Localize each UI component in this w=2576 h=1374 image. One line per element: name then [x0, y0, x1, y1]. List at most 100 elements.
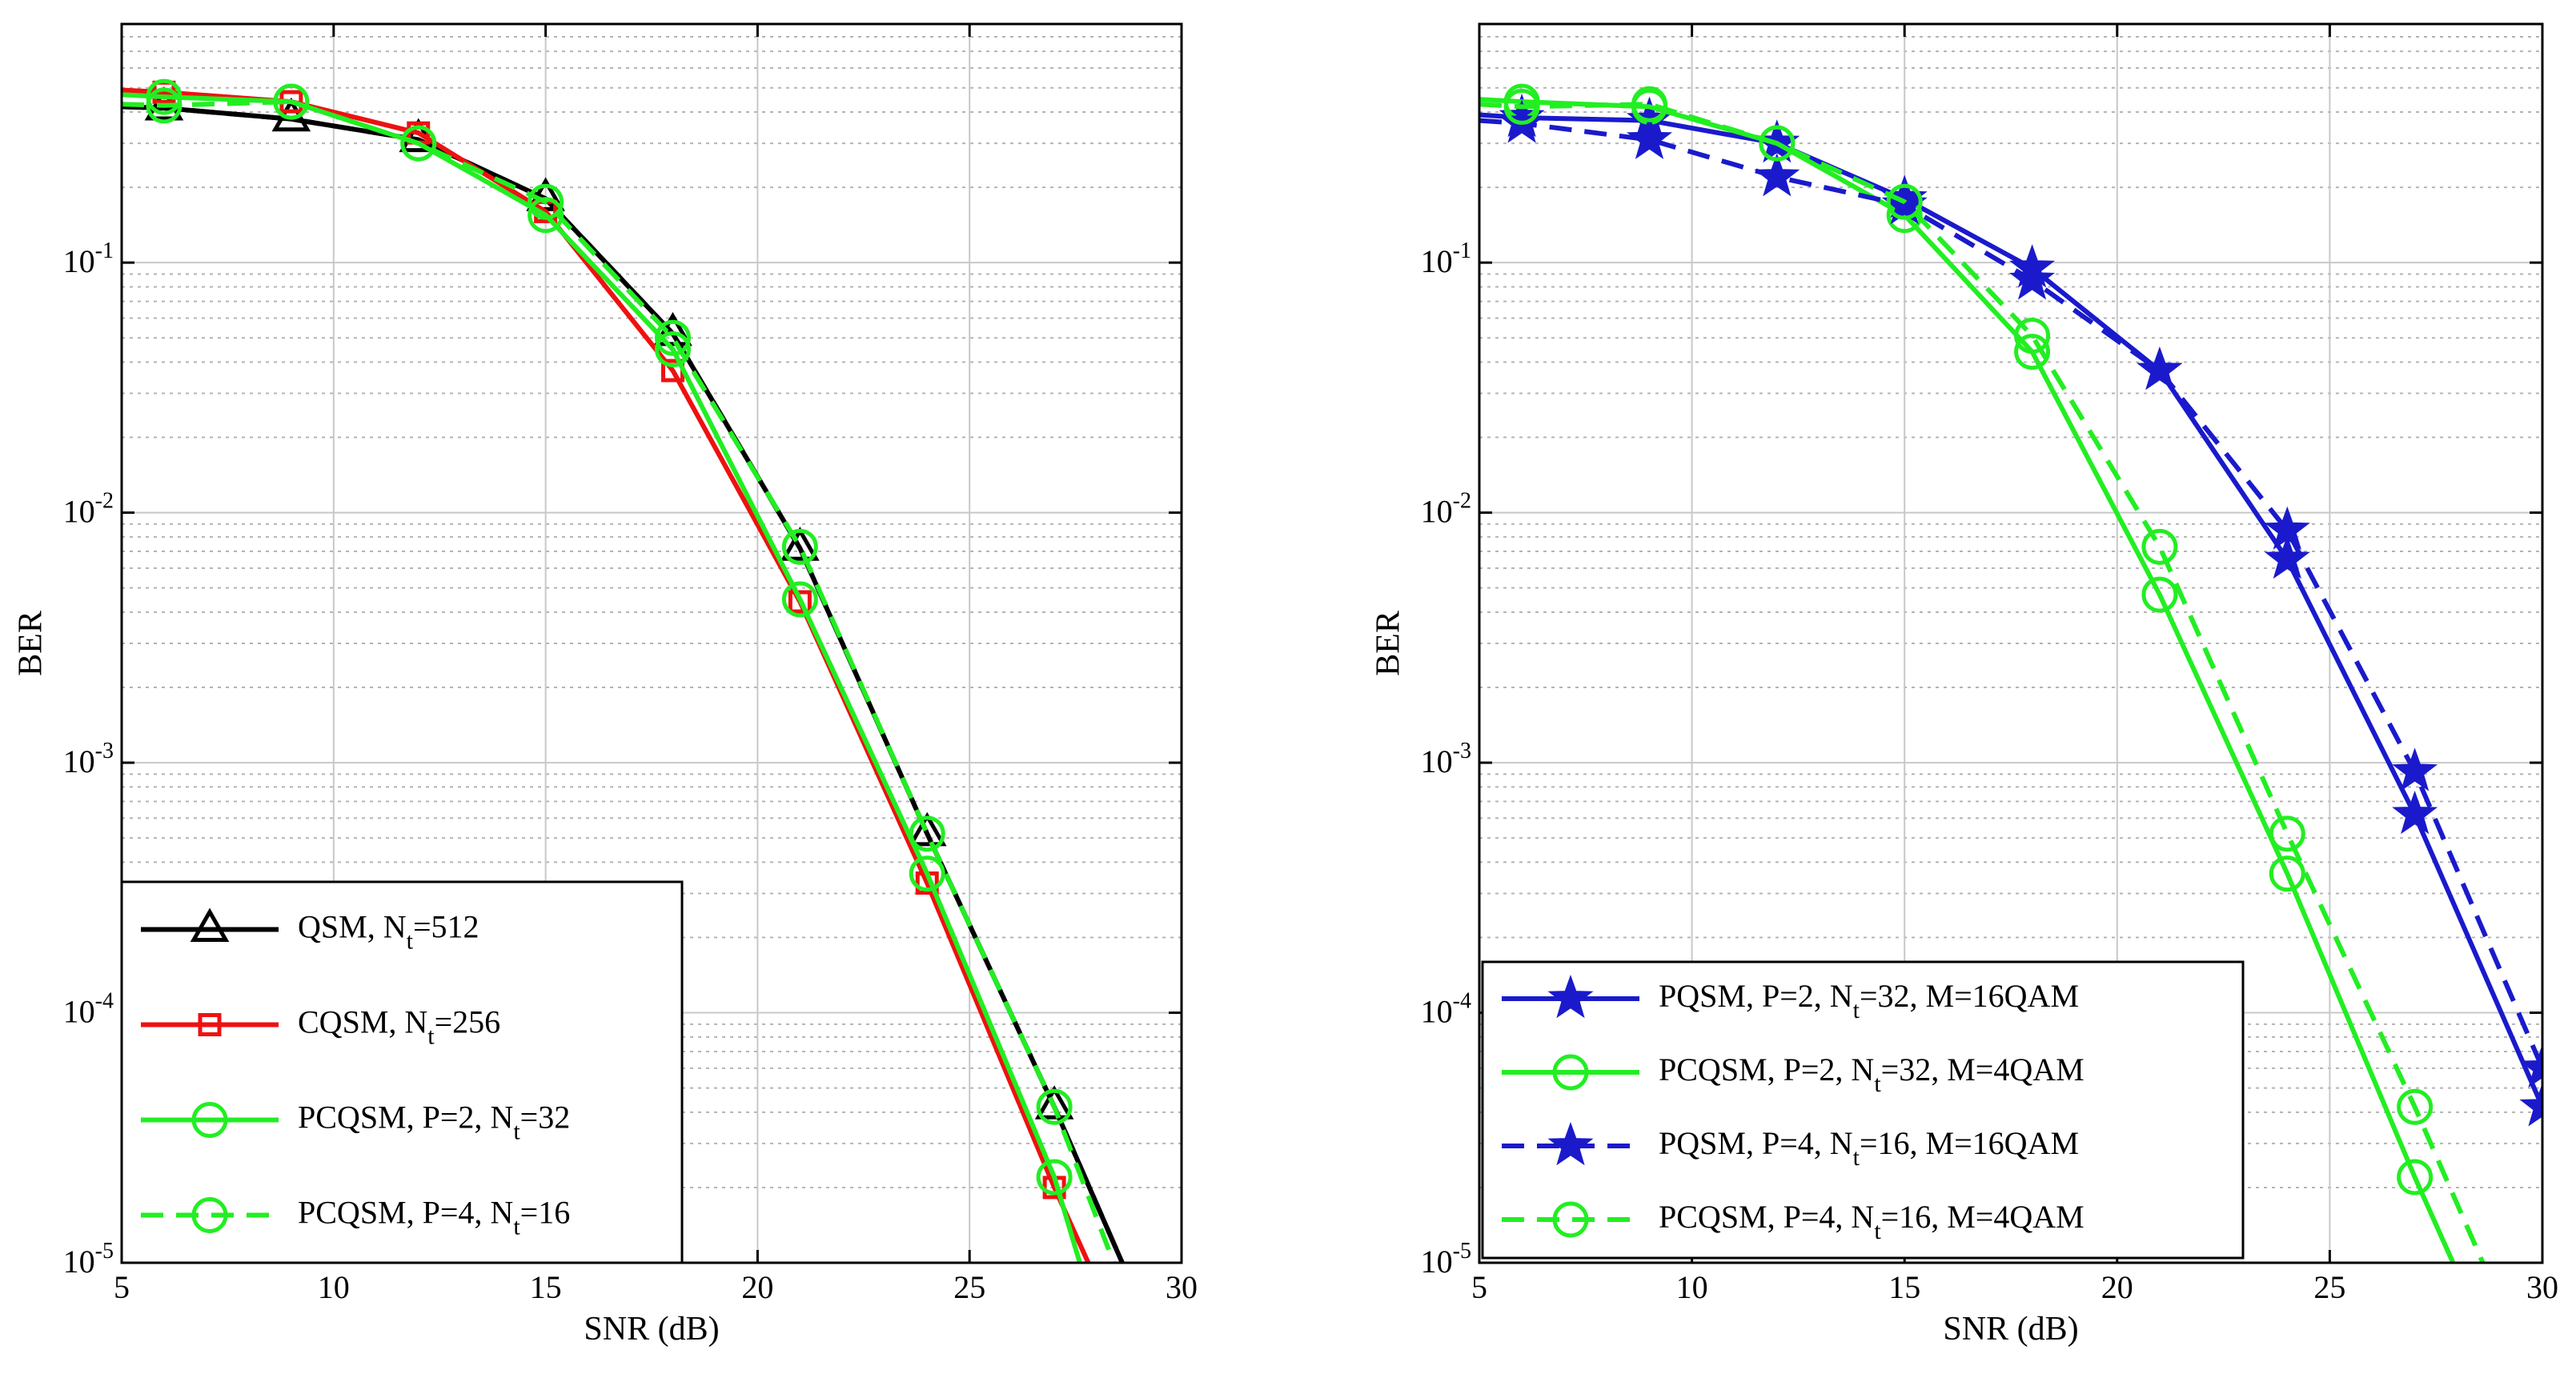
legend-label: QSM, Nt=512 — [298, 909, 479, 955]
data-point-marker — [1759, 125, 1796, 162]
data-point-marker — [1626, 115, 1673, 159]
legend-entry: CQSM, Nt=256 — [141, 1004, 500, 1050]
legend-label: PCQSM, P=2, Nt=32 — [298, 1100, 570, 1145]
legend-marker — [191, 1197, 228, 1233]
series-line-3 — [1479, 118, 2542, 1070]
legend-entry: PCQSM, P=2, Nt=32, M=4QAM — [1502, 1052, 2084, 1097]
data-point-marker — [2141, 528, 2178, 565]
series-line-5 — [122, 99, 1117, 1263]
data-point-marker — [781, 581, 818, 618]
legend-marker — [191, 1102, 228, 1138]
data-point-marker — [1631, 86, 1667, 122]
x-tick-label: 10 — [318, 1269, 350, 1305]
legend-label: PCQSM, P=4, Nt=16 — [298, 1195, 570, 1240]
y-tick-label: 10-1 — [63, 238, 114, 279]
series-line-4 — [1479, 102, 2486, 1263]
legend-marker — [1547, 1122, 1594, 1166]
y-tick-label: 10-2 — [1421, 489, 1471, 530]
legend-label: PQSM, P=4, Nt=16, M=16QAM — [1659, 1125, 2079, 1171]
data-point-marker — [1036, 1088, 1073, 1125]
data-point-marker — [2397, 1159, 2434, 1196]
data-point-marker — [528, 197, 564, 234]
data-point-marker — [1036, 1159, 1073, 1196]
legend-label: CQSM, Nt=256 — [298, 1004, 500, 1050]
series-group — [1479, 83, 2542, 1263]
data-point-marker — [2141, 576, 2178, 613]
data-point-marker — [781, 528, 818, 565]
legend-marker — [190, 907, 230, 942]
x-tick-label: 5 — [1471, 1269, 1487, 1305]
y-tick-label: 10-4 — [63, 989, 114, 1030]
chart-2: 5 10 15 20 25 30 10-1 10-2 10-3 10-4 10-5 SNR (dB) B… — [1370, 22, 2558, 1348]
data-point-marker — [2264, 535, 2310, 579]
data-point-marker — [2014, 334, 2051, 371]
data-point-marker — [146, 87, 183, 124]
data-point-marker — [2519, 1044, 2542, 1088]
axes-frame — [1478, 22, 2544, 1264]
data-point-marker — [400, 125, 437, 162]
x-axis-label: SNR (dB) — [1943, 1311, 2078, 1348]
x-tick-label: 20 — [2101, 1269, 2133, 1305]
data-point-marker — [528, 183, 564, 220]
data-point-marker — [2137, 347, 2183, 391]
x-tick-label: 5 — [114, 1269, 130, 1305]
series-line-2 — [122, 104, 1125, 1263]
legend-marker — [198, 1013, 222, 1036]
y-axis-label: BER — [1370, 611, 1407, 676]
x-tick-label: 20 — [741, 1269, 773, 1305]
legend: QSM, Nt=512 CQSM, Nt=256 PCQSM, P=2, Nt=32… — [120, 880, 684, 1264]
data-point-marker — [2264, 506, 2310, 550]
legend-label: PCQSM, P=4, Nt=16, M=4QAM — [1659, 1199, 2084, 1244]
legend-marker — [1552, 1054, 1589, 1091]
data-point-marker — [273, 83, 310, 120]
data-point-marker — [146, 78, 183, 115]
legend-marker — [1547, 975, 1594, 1019]
data-point-marker — [2269, 855, 2305, 892]
y-tick-label: 10-2 — [63, 489, 114, 530]
data-point-marker — [2519, 1083, 2542, 1127]
data-point-marker — [1886, 183, 1923, 220]
data-point-marker — [2014, 318, 2051, 355]
chart-1: 5 10 15 20 25 30 10-1 10-2 10-3 10-4 10-5 SNR (dB) B… — [13, 22, 1198, 1348]
legend-label: PCQSM, P=2, Nt=32, M=4QAM — [1659, 1052, 2084, 1097]
data-point-marker — [2392, 791, 2438, 835]
x-tick-label: 15 — [530, 1269, 562, 1305]
data-point-marker — [2009, 256, 2056, 300]
legend-entry: QSM, Nt=512 — [141, 907, 479, 955]
y-tick-label: 10-5 — [63, 1239, 114, 1280]
legend-entry: PQSM, P=2, Nt=32, M=16QAM — [1502, 975, 2079, 1023]
data-point-marker — [2397, 1088, 2434, 1125]
data-point-marker — [654, 319, 691, 356]
data-point-marker — [1754, 153, 1800, 197]
legend-label: PQSM, P=2, Nt=32, M=16QAM — [1659, 978, 2079, 1023]
data-point-marker — [654, 331, 691, 368]
y-tick-label: 10-4 — [1421, 989, 1471, 1030]
legend-marker — [1552, 1201, 1589, 1238]
legend-entry: PQSM, P=4, Nt=16, M=16QAM — [1502, 1122, 2079, 1171]
legend-entry: PCQSM, P=4, Nt=16, M=4QAM — [1502, 1199, 2084, 1244]
legend-entry: PCQSM, P=2, Nt=32 — [141, 1100, 570, 1145]
data-point-marker — [909, 855, 945, 892]
data-point-marker — [909, 815, 945, 852]
data-point-marker — [2392, 747, 2438, 791]
legend-entry: PCQSM, P=4, Nt=16 — [141, 1195, 570, 1240]
data-point-marker — [1503, 88, 1540, 125]
x-tick-label: 25 — [953, 1269, 985, 1305]
series-group — [122, 78, 1125, 1263]
x-tick-label: 10 — [1676, 1269, 1708, 1305]
x-tick-label: 15 — [1888, 1269, 1920, 1305]
x-tick-label: 30 — [1166, 1269, 1198, 1305]
x-tick-label: 30 — [2526, 1269, 2558, 1305]
data-point-marker — [907, 811, 947, 847]
series-line-1 — [1479, 112, 2542, 1108]
legend-box — [1481, 960, 2245, 1260]
data-point-marker — [2269, 815, 2305, 852]
data-point-marker — [1034, 1085, 1074, 1120]
x-axis-label: SNR (dB) — [584, 1311, 719, 1348]
y-tick-label: 10-3 — [63, 739, 114, 779]
y-tick-label: 10-3 — [1421, 739, 1471, 779]
y-axis-label: BER — [13, 611, 50, 676]
y-tick-label: 10-5 — [1421, 1239, 1471, 1280]
data-point-marker — [780, 527, 820, 561]
